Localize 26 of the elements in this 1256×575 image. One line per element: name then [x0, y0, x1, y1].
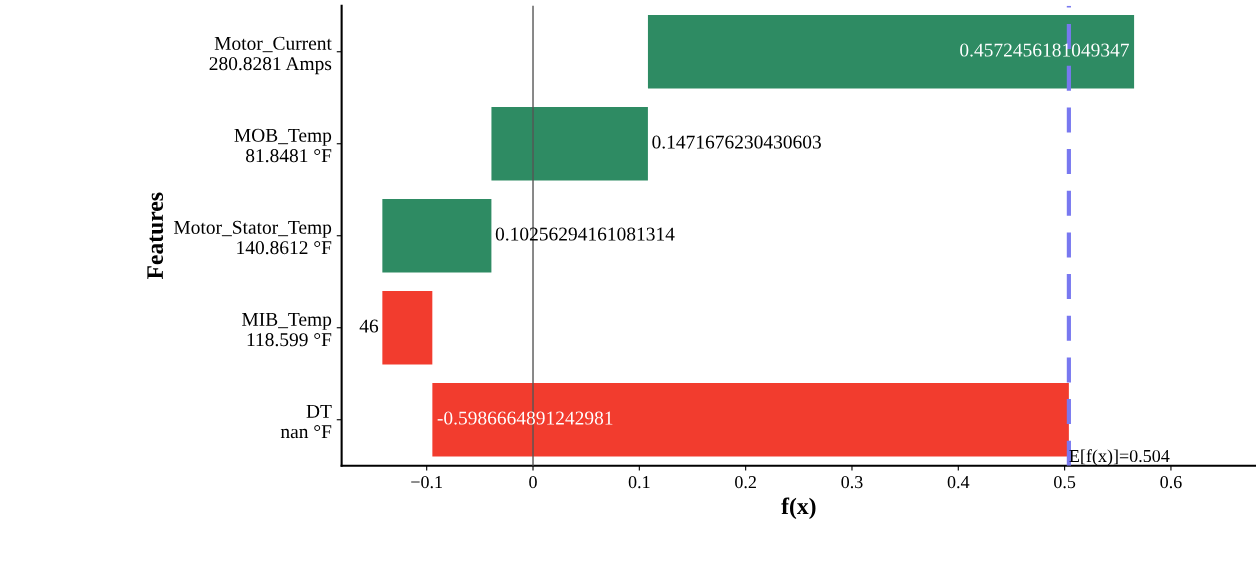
x-tick-label: 0 [529, 475, 537, 489]
x-tick-label: 0.1 [628, 475, 650, 489]
x-tick-label: 0.2 [735, 475, 756, 489]
bar [432, 382, 1069, 457]
x-tick-label: 0.6 [1160, 475, 1182, 489]
y-tick-label: Motor_Current 280.8281 Amps [209, 36, 332, 75]
y-tick-label: Motor_Stator_Temp 140.8612 °F [173, 220, 332, 255]
y-axis-title: Features [147, 192, 164, 280]
annotation: 46 [359, 319, 379, 333]
x-axis-title: f(x) [781, 497, 816, 520]
y-tick-label: MIB_Temp 118.599 °F [242, 312, 332, 347]
bar [491, 106, 648, 181]
x-tick-label: −0.1 [411, 475, 442, 489]
x-tick-label: 0.5 [1054, 475, 1076, 489]
data-label: 0.10256294161081314 [495, 227, 675, 241]
bar [382, 198, 492, 273]
bar [382, 290, 433, 365]
data-label: 0.1471676230430603 [652, 135, 821, 149]
y-tick-label: DT nan °F [280, 404, 332, 439]
x-tick-label: 0.3 [841, 475, 863, 489]
bar [647, 14, 1135, 89]
x-tick-label: 0.4 [947, 475, 970, 489]
y-tick-label: MOB_Temp 81.8481 °F [234, 128, 332, 163]
data-label: -0.5986664891242981 [437, 411, 613, 425]
data-label: 0.4572456181049347 [960, 43, 1129, 57]
ref-line-label: E[f(x)]=0.504 [1069, 449, 1170, 466]
